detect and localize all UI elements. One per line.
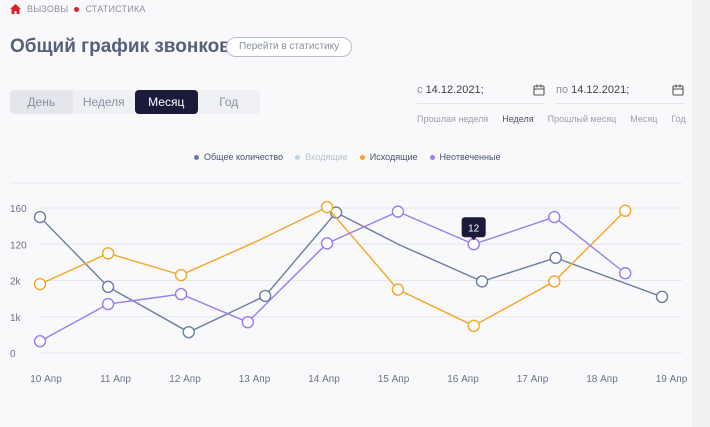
data-point [655,290,669,304]
x-tick-label: 17 Апр [517,374,549,385]
date-from-value: 14.12.2021; [425,84,484,96]
series-line-3 [39,210,626,342]
legend-incoming[interactable]: Входящие [295,152,348,162]
data-point [101,297,115,311]
data-point [241,315,255,329]
y-tick-label: 160 [10,204,27,215]
goto-statistics-button[interactable]: Перейти в статистику [226,37,353,57]
x-tick-label: 16 Апр [447,374,479,385]
data-point [258,289,272,303]
series-line-2 [39,206,626,327]
data-point [618,204,632,217]
data-point [548,275,561,288]
data-point [320,237,334,250]
breadcrumb-statistics[interactable]: СТАТИСТИКА [85,4,146,14]
tab-day[interactable]: День [10,90,73,114]
y-tick-label: 2k [10,277,22,288]
data-point [174,287,188,301]
legend-outgoing[interactable]: Исходящие [359,152,418,162]
home-icon[interactable] [10,4,21,14]
data-point [33,277,47,291]
data-point [467,238,480,251]
quick-week[interactable]: Неделя [502,114,534,124]
data-point [618,267,632,280]
x-tick-label: 12 Апр [169,374,201,385]
data-point [548,210,561,224]
breadcrumb: ВЫЗОВЫ СТАТИСТИКА [10,4,146,14]
quick-month[interactable]: Месяц [630,114,658,124]
data-point [320,200,334,214]
data-point [101,280,115,294]
page-title: Общий график звонков [10,36,231,57]
data-point [33,335,47,348]
x-tick-label: 15 Апр [378,374,410,385]
calendar-icon[interactable] [672,84,684,96]
chart-legend: Общее количество Входящие Исходящие Неот… [194,152,500,162]
tab-week[interactable]: Неделя [82,95,125,109]
x-tick-label: 13 Апр [239,374,271,385]
quick-last-week[interactable]: Прошлая неделя [417,114,489,124]
period-tabs: День Неделя Месяц Год [10,90,260,114]
quick-ranges: Прошлая неделя Неделя Прошлый месяц Меся… [417,114,686,124]
x-tick-label: 18 Апр [586,374,618,385]
y-tick-label: 0 [10,349,16,360]
x-tick-label: 14 Апр [308,374,340,385]
breadcrumb-calls[interactable]: ВЫЗОВЫ [27,4,69,14]
data-point [467,319,480,333]
breadcrumb-separator [74,6,80,12]
data-point [391,205,405,218]
data-point [182,325,195,339]
from-prefix: с [417,84,423,96]
tooltip-pointer [470,236,477,241]
date-from-field[interactable]: с 14.12.2021; [417,84,545,104]
y-tick-label: 120 [10,240,27,251]
y-tick-label: 1k [10,313,22,324]
calendar-icon[interactable] [533,84,545,96]
tab-year[interactable]: Год [219,95,239,109]
x-tick-label: 11 Апр [100,374,131,385]
scrollbar-track[interactable] [692,0,710,427]
data-point [101,247,115,260]
to-prefix: по [556,84,569,96]
data-point [549,251,562,265]
legend-total[interactable]: Общее количество [194,152,283,162]
legend-missed[interactable]: Неотвеченные [429,152,500,162]
x-tick-label: 19 Апр [656,374,688,385]
quick-year[interactable]: Год [671,114,686,124]
data-point [33,210,47,224]
data-point [391,283,405,296]
date-to-field[interactable]: по 14.12.2021; [556,84,684,104]
data-point [174,268,188,282]
tooltip-box [461,217,486,238]
series-line-0 [39,211,663,333]
tooltip-value: 12 [468,223,480,234]
x-tick-label: 10 Апр [30,374,62,385]
quick-last-month[interactable]: Прошлый месяц [547,114,617,124]
tab-month[interactable]: Месяц [135,90,198,114]
date-to-value: 14.12.2021; [571,84,630,96]
data-point [475,275,489,288]
